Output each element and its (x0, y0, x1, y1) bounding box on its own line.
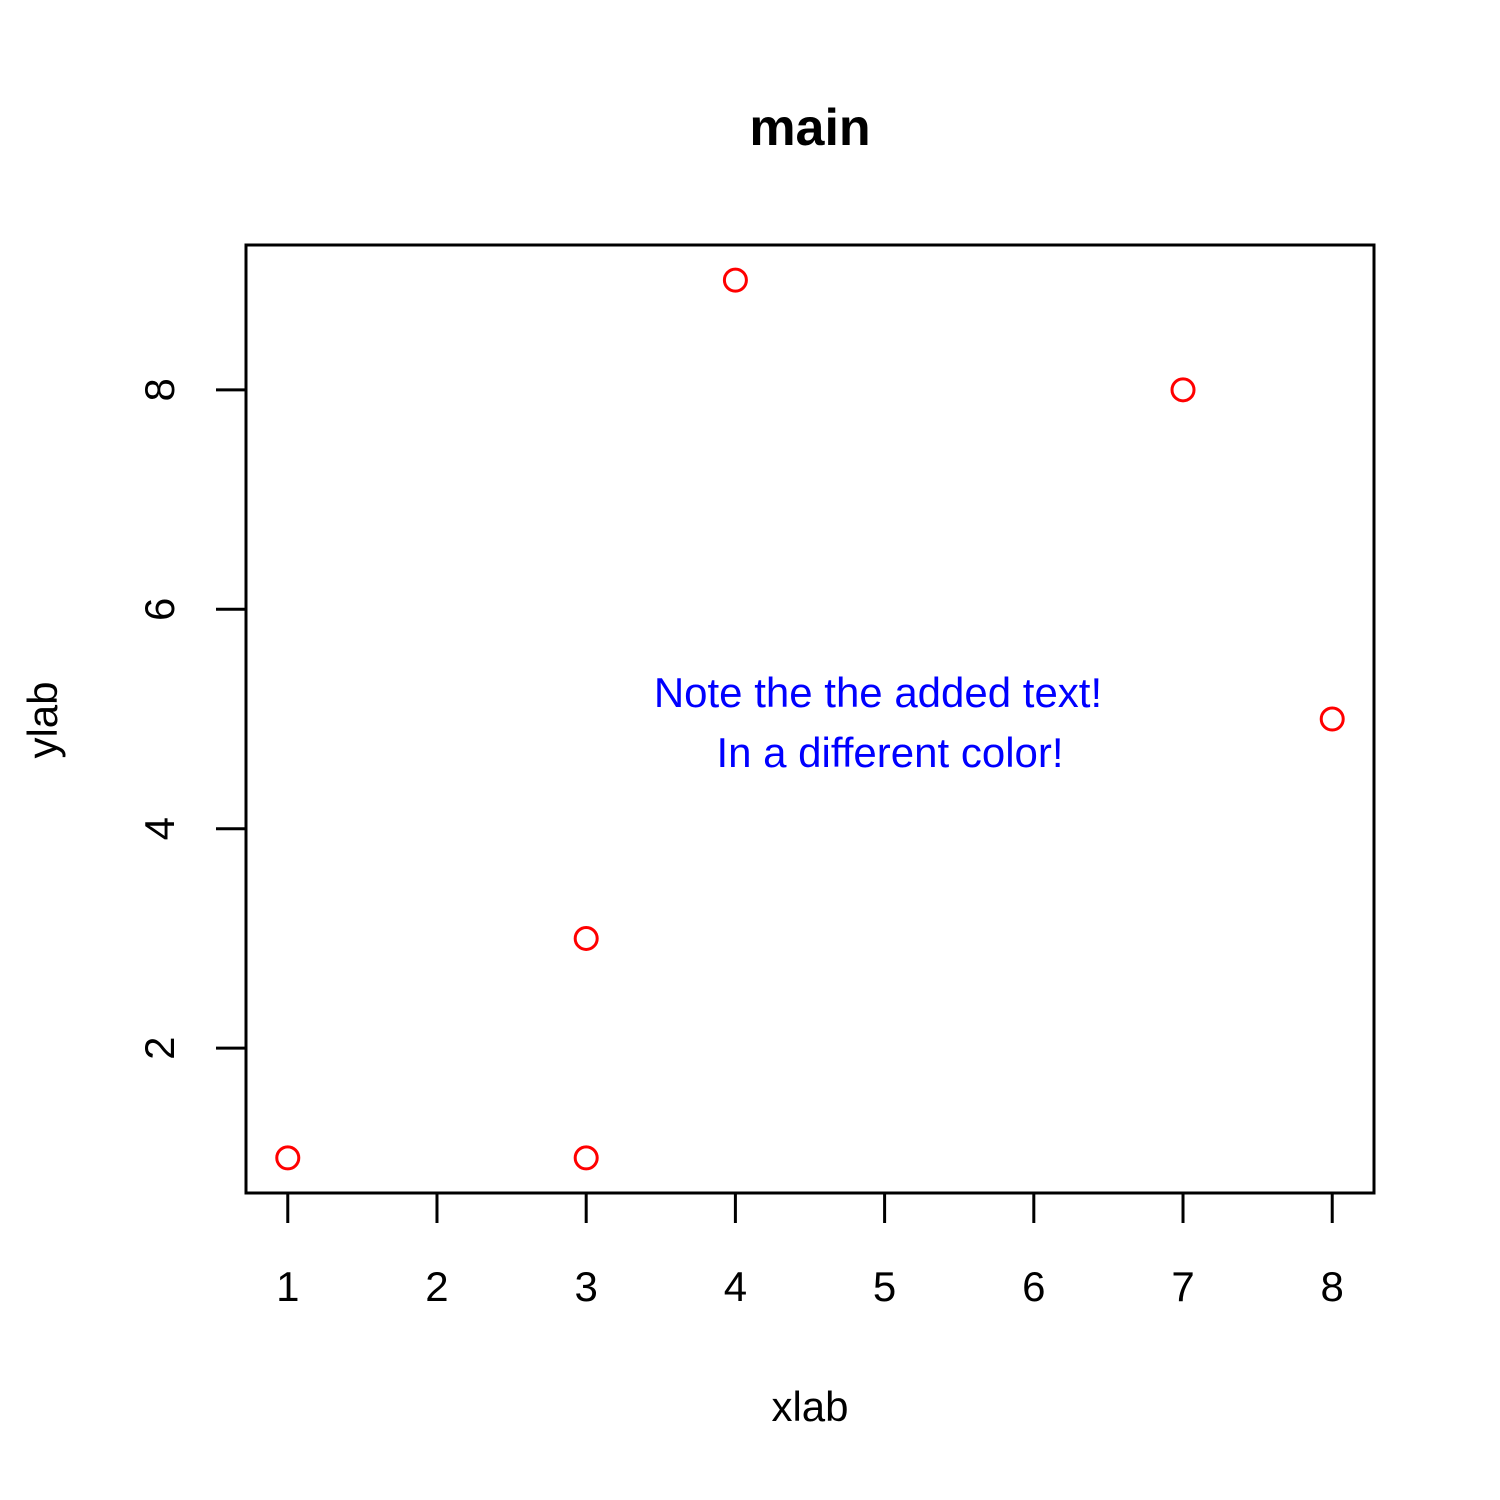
y-tick-label: 2 (136, 1036, 183, 1059)
x-tick-label: 5 (873, 1263, 896, 1310)
plot-frame (244, 243, 1376, 1195)
annotation-line-1: Note the the added text! (654, 669, 1102, 716)
x-tick-label: 1 (276, 1263, 299, 1310)
y-axis-label: ylab (19, 681, 66, 758)
x-tick-label: 4 (724, 1263, 747, 1310)
x-tick-label: 7 (1171, 1263, 1194, 1310)
x-axis: 1 2 3 4 5 6 7 8 (276, 1191, 1344, 1310)
x-tick-label: 3 (575, 1263, 598, 1310)
x-axis-label: xlab (771, 1383, 848, 1430)
y-tick-label: 4 (136, 817, 183, 840)
y-tick-label: 8 (136, 378, 183, 401)
chart-title: main (749, 99, 870, 157)
data-point (573, 925, 599, 951)
y-tick-label: 6 (136, 598, 183, 621)
data-points (275, 267, 1345, 1171)
data-point (573, 1145, 599, 1171)
y-axis: 2 4 6 8 (136, 378, 248, 1060)
x-tick-label: 2 (425, 1263, 448, 1310)
data-point (1170, 377, 1196, 403)
data-point (275, 1145, 301, 1171)
data-point (722, 267, 748, 293)
data-point (1319, 706, 1345, 732)
x-tick-label: 6 (1022, 1263, 1045, 1310)
annotation-line-2: In a different color! (716, 729, 1063, 776)
x-tick-label: 8 (1321, 1263, 1344, 1310)
